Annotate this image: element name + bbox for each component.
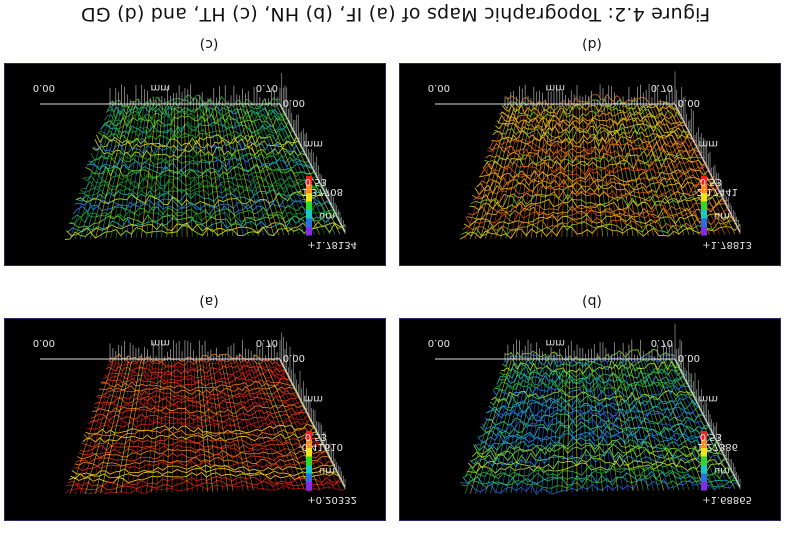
y-axis-unit-label: mm	[698, 138, 718, 149]
surface-plot	[435, 323, 741, 496]
z-scale-min-label: -1.27386	[693, 441, 738, 452]
y-axis-end-label: 0.53	[304, 431, 327, 442]
y-axis-unit-label: mm	[303, 393, 323, 404]
surface-plot	[435, 71, 741, 240]
z-scale-min-label: -1.37708	[298, 186, 343, 197]
topo-panel-a: 0.00 mm 0.70 0.00 mm 0.53 -0.41610 um +0.20332	[4, 318, 386, 521]
x-axis-end-label: 0.70	[255, 337, 278, 348]
x-axis-start-label: 0.00	[32, 82, 55, 93]
x-axis-start-label: 0.00	[32, 337, 55, 348]
z-scale-max-label: +1.68865	[702, 494, 752, 505]
y-axis-unit-label: mm	[698, 393, 718, 404]
y-axis-start-label: 0.00	[677, 97, 700, 108]
panel-label-a: (a)	[199, 293, 219, 309]
y-axis-start-label: 0.00	[282, 352, 305, 363]
x-axis-end-label: 0.70	[650, 82, 673, 93]
x-axis-unit-label: mm	[150, 82, 170, 93]
panel-label-b: (b)	[582, 293, 602, 309]
y-axis-end-label: 0.53	[304, 176, 327, 187]
x-axis-start-label: 0.00	[427, 337, 450, 348]
surface-plot	[40, 73, 346, 240]
x-axis-start-label: 0.00	[427, 82, 450, 93]
y-axis-end-label: 0.53	[699, 431, 722, 442]
z-scale-unit-label: um	[713, 465, 730, 476]
y-axis-start-label: 0.00	[677, 352, 700, 363]
z-scale-min-label: -2.17441	[693, 186, 738, 197]
y-axis-end-label: 0.53	[699, 176, 722, 187]
y-axis-start-label: 0.00	[282, 97, 305, 108]
topo-panel-b: 0.00 mm 0.70 0.00 mm 0.53 -1.27386 um +1.68865	[399, 318, 781, 521]
z-scale-max-label: +1.78134	[307, 239, 357, 250]
z-scale-min-label: -0.41610	[298, 441, 343, 452]
x-axis-end-label: 0.70	[650, 337, 673, 348]
z-scale-unit-label: um	[713, 210, 730, 221]
z-scale-unit-label: um	[318, 210, 335, 221]
x-axis-unit-label: mm	[545, 82, 565, 93]
x-axis-end-label: 0.70	[255, 82, 278, 93]
z-scale-max-label: +1.78813	[702, 239, 752, 250]
topo-panel-c: 0.00 mm 0.70 0.00 mm 0.53 -1.37708 um +1.78134	[4, 63, 386, 266]
x-axis-unit-label: mm	[150, 337, 170, 348]
x-axis-unit-label: mm	[545, 337, 565, 348]
surface-plot	[40, 332, 346, 495]
z-scale-unit-label: um	[318, 465, 335, 476]
panel-label-c: (c)	[199, 36, 219, 52]
panel-label-d: (d)	[582, 36, 602, 52]
topo-panel-d: 0.00 mm 0.70 0.00 mm 0.53 -2.17441 um +1.78813	[399, 63, 781, 266]
figure-caption: Figure 4.2: Topographic Maps of (a) IF, …	[80, 3, 711, 25]
z-scale-max-label: +0.20332	[307, 494, 357, 505]
y-axis-unit-label: mm	[303, 138, 323, 149]
